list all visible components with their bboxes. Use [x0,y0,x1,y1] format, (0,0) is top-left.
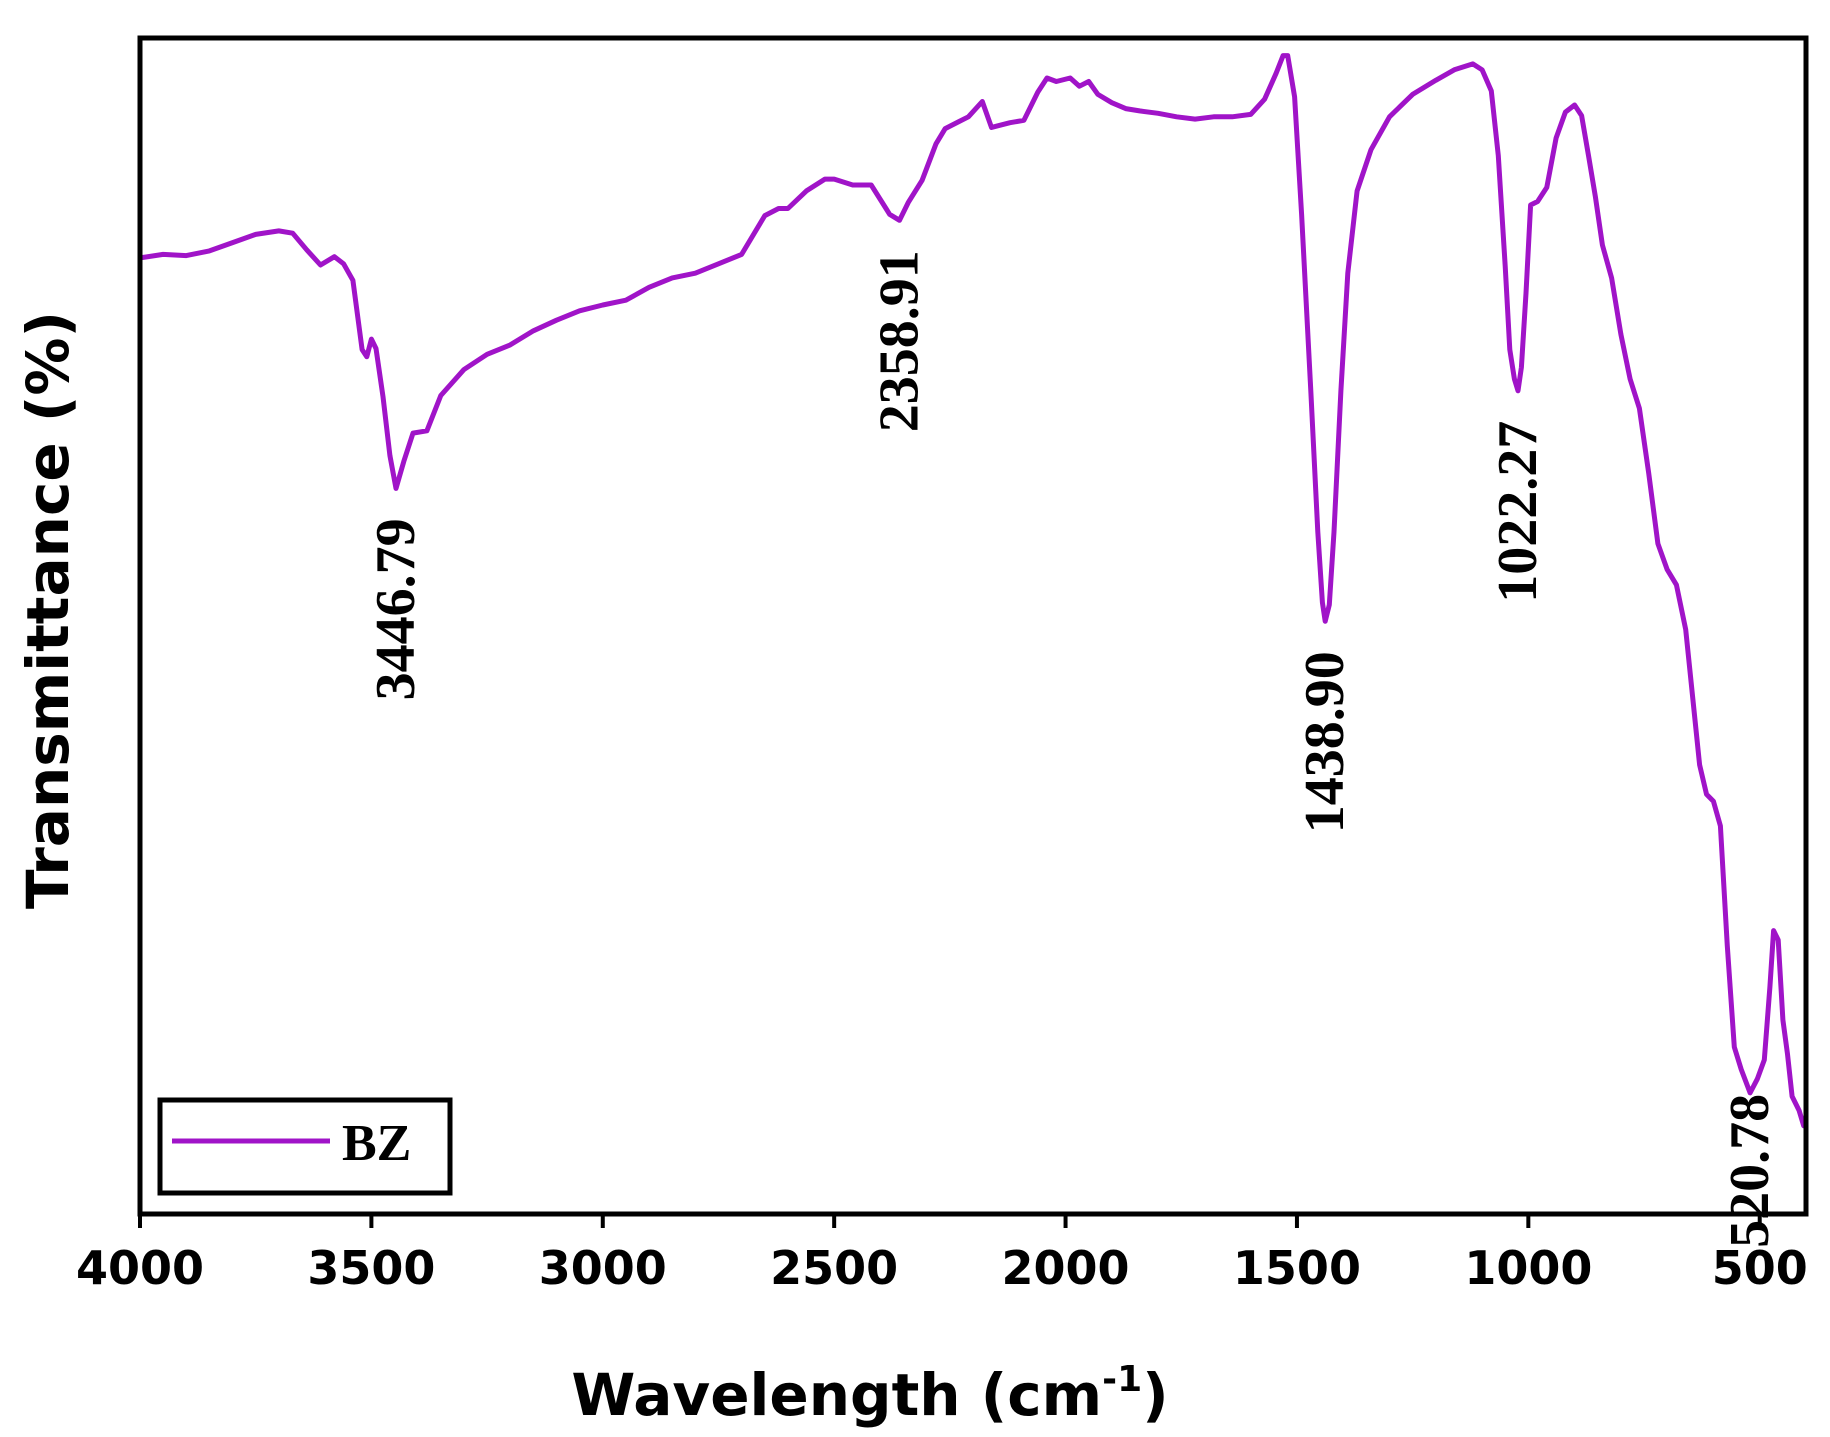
plot-series-layer [139,53,1809,1129]
x-tick-label-2000: 2000 [1002,1241,1130,1295]
y-axis-title: Transmittance (%) [14,311,82,909]
x-tick-label-1500: 1500 [1233,1241,1361,1295]
peak-label-2358-91: 2358.91 [869,250,931,432]
x-axis-tick-labels: 4000 3500 3000 2500 2000 1500 1000 500 [76,1241,1808,1295]
peak-annotations: 3446.79 2358.91 1438.90 1022.27 520.78 [365,250,1781,1248]
x-tick-label-4000: 4000 [76,1241,204,1295]
plot-frame [137,35,1809,1217]
x-axis-title-close: ) [1142,1361,1169,1429]
peak-label-1022-27: 1022.27 [1487,421,1549,603]
series-line-bz [139,53,1809,1129]
x-axis-title: Wavelength (cm-1) [571,1359,1168,1429]
x-tick-label-3000: 3000 [539,1241,667,1295]
x-tick-label-1000: 1000 [1464,1241,1592,1295]
peak-label-3446-79: 3446.79 [365,518,427,700]
legend-box [157,1097,453,1196]
x-tick-label-3500: 3500 [307,1241,435,1295]
legend-label-bz: BZ [342,1115,411,1172]
x-axis-title-main: Wavelength (cm [571,1361,1102,1429]
x-tick-label-500: 500 [1712,1241,1808,1295]
legend: BZ [157,1097,453,1196]
peak-label-1438-90: 1438.90 [1294,651,1356,833]
x-tick-label-2500: 2500 [770,1241,898,1295]
x-axis-ticks [138,1214,1762,1228]
peak-label-520-78: 520.78 [1719,1094,1781,1248]
x-axis-title-superscript: -1 [1102,1359,1142,1400]
